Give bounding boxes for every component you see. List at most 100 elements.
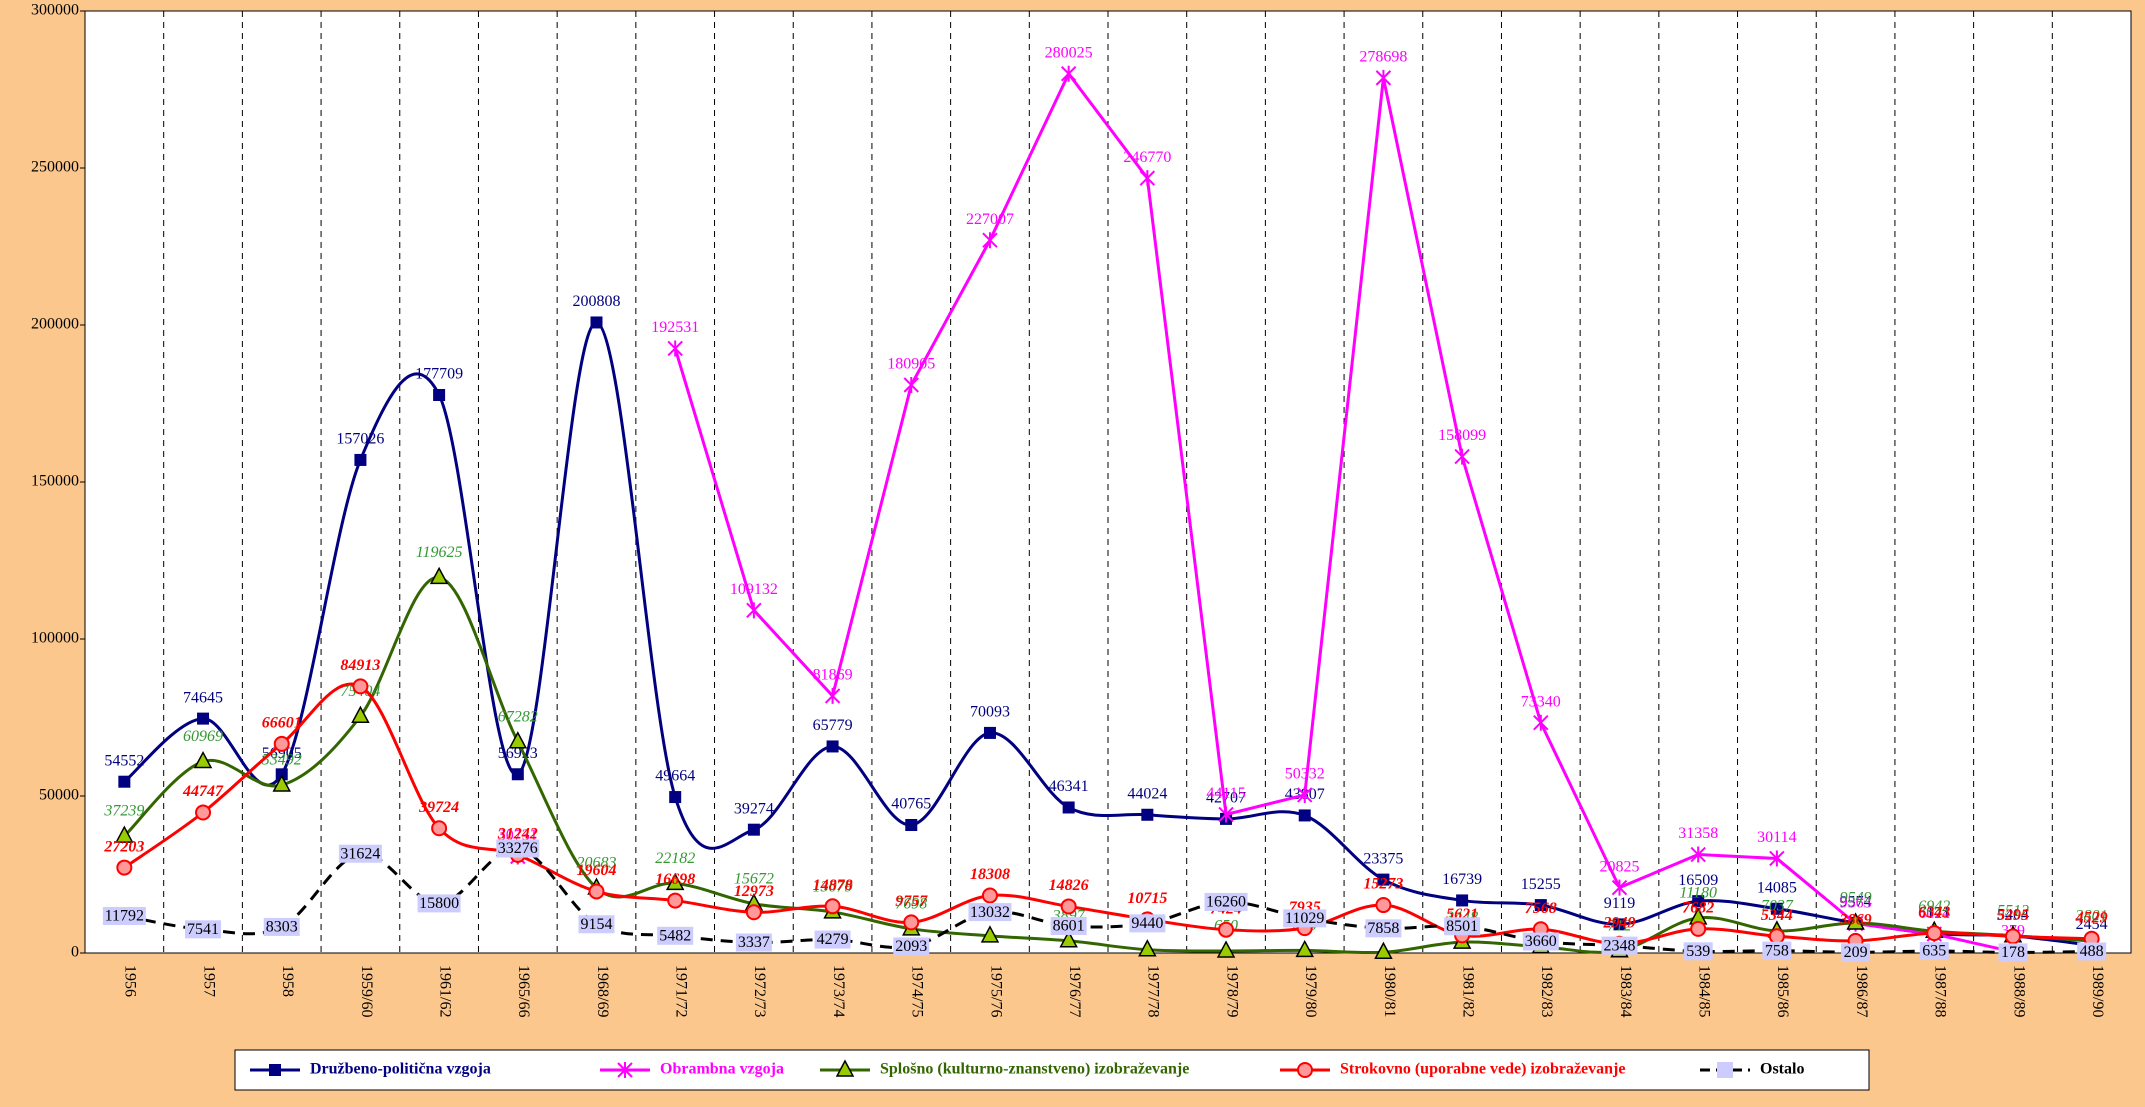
- data-label: 3801: [2075, 908, 2108, 925]
- x-tick-label: 1965/66: [515, 965, 532, 1017]
- data-label: 539: [1686, 943, 1710, 960]
- data-label: 22182: [655, 850, 695, 867]
- label-box: [814, 930, 851, 949]
- data-label: 27203: [103, 838, 144, 855]
- marker: [275, 768, 288, 781]
- x-tick-label: 1957: [200, 965, 217, 997]
- data-label: 3337: [738, 934, 770, 951]
- marker: [747, 823, 760, 836]
- y-tick-label: 100000: [31, 630, 79, 647]
- marker: [1456, 894, 1469, 907]
- data-label: 280025: [1045, 44, 1093, 61]
- marker: [2004, 928, 2021, 945]
- label-box: [1998, 943, 2028, 962]
- data-label: 16509: [1678, 872, 1718, 889]
- data-label: 7682: [1682, 900, 1714, 917]
- data-label: 44115: [1206, 785, 1245, 802]
- legend-label: Obrambna vzgoja: [660, 1061, 784, 1078]
- marker: [1297, 786, 1313, 803]
- data-label: 39274: [734, 800, 774, 817]
- data-label: 20683: [577, 855, 617, 872]
- data-label: 209: [1844, 944, 1868, 961]
- marker: [273, 735, 290, 752]
- marker: [431, 820, 448, 837]
- data-label: 178: [2001, 944, 2025, 961]
- marker: [1218, 921, 1235, 938]
- data-label: 177709: [415, 366, 463, 383]
- data-label: 42707: [1206, 790, 1246, 807]
- data-label: 60969: [183, 728, 223, 745]
- marker: [1613, 918, 1626, 931]
- data-label: 6343: [1918, 904, 1950, 921]
- marker: [1769, 850, 1785, 867]
- data-label: 157026: [336, 431, 384, 448]
- data-label: 158099: [1438, 427, 1486, 444]
- data-label: 2454: [2076, 916, 2108, 933]
- marker: [1062, 801, 1075, 814]
- marker: [197, 712, 210, 725]
- data-label: 192531: [651, 319, 699, 336]
- marker: [982, 232, 998, 249]
- data-label: 16739: [1442, 871, 1482, 888]
- data-label: 65779: [813, 717, 853, 734]
- marker: [903, 376, 919, 393]
- data-label: 15273: [1363, 876, 1403, 893]
- data-label: 9549: [1840, 890, 1872, 907]
- legend-label: Ostalo: [1760, 1061, 1804, 1078]
- label-box: [417, 894, 461, 913]
- marker: [824, 687, 841, 704]
- label-box: [893, 937, 930, 956]
- label-box: [1204, 892, 1248, 911]
- marker: [746, 602, 762, 619]
- data-label: 20825: [1600, 858, 1640, 875]
- marker: [118, 775, 131, 788]
- y-tick-label: 300000: [31, 2, 79, 19]
- data-label: 50332: [1285, 766, 1325, 783]
- data-label: 15800: [419, 895, 459, 912]
- marker: [272, 774, 291, 792]
- data-label: 13032: [970, 904, 1010, 921]
- data-label: 6171: [1918, 904, 1950, 921]
- marker: [1692, 895, 1705, 908]
- x-tick-label: 1974/75: [909, 965, 926, 1017]
- data-label: 14826: [1049, 877, 1089, 894]
- label-box: [1919, 942, 1949, 961]
- data-label: 49664: [655, 768, 695, 785]
- data-label: 180905: [887, 356, 935, 373]
- x-tick-label: 1972/73: [751, 965, 768, 1017]
- data-label: 5482: [659, 927, 691, 944]
- label-box: [263, 917, 300, 936]
- data-label: 44747: [182, 783, 224, 800]
- data-label: 3660: [1525, 933, 1557, 950]
- data-label: 7568: [1525, 900, 1557, 917]
- label-box: [102, 906, 146, 925]
- data-label: 2949: [1603, 914, 1636, 931]
- label-box: [2077, 942, 2107, 961]
- series-line: [123, 320, 2092, 947]
- marker: [981, 887, 998, 904]
- marker: [1059, 930, 1078, 948]
- data-label: 46341: [1049, 778, 1089, 795]
- x-tick-label: 1976/77: [1066, 965, 1083, 1017]
- marker: [1375, 69, 1392, 86]
- marker: [980, 925, 1000, 943]
- label-box: [1601, 936, 1638, 955]
- data-label: 8303: [266, 919, 298, 936]
- data-label: 67282: [498, 708, 538, 725]
- label-box: [1444, 917, 1481, 936]
- data-label: 14878: [813, 877, 853, 894]
- x-tick-label: 1978/79: [1223, 965, 1240, 1017]
- label-box: [657, 926, 694, 945]
- data-label: 635: [1922, 943, 1946, 960]
- marker: [1297, 1062, 1313, 1078]
- data-label: 6942: [1918, 898, 1950, 915]
- x-tick-label: 1982/83: [1538, 965, 1555, 1017]
- data-label: 2093: [895, 938, 927, 955]
- data-label: 119625: [416, 544, 463, 561]
- marker: [269, 1064, 281, 1076]
- label-box: [1522, 932, 1559, 951]
- marker: [1770, 902, 1783, 915]
- data-label: 16260: [1206, 894, 1246, 911]
- data-label: 31358: [1678, 825, 1718, 842]
- data-label: 200808: [573, 293, 621, 310]
